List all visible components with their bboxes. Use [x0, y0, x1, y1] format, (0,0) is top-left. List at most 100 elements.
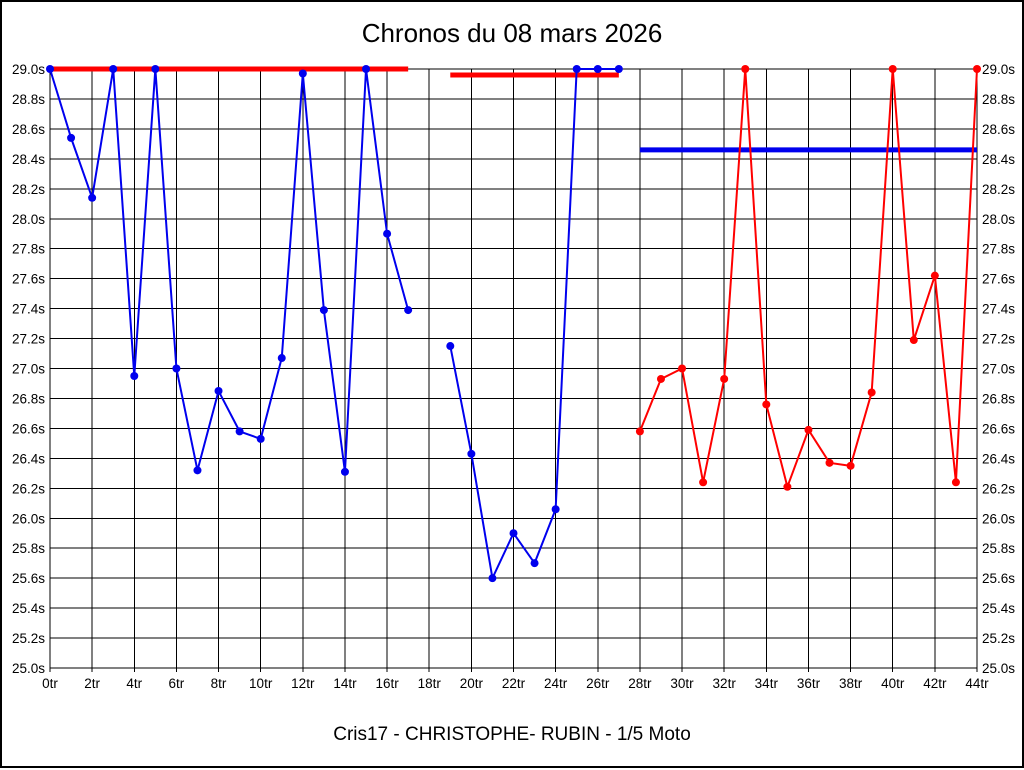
- stint-blue-data-point: [298, 69, 307, 78]
- stint-red-data-point: [888, 65, 897, 73]
- stint-blue-data-point: [614, 65, 623, 73]
- y-tick-label-right: 27.2s: [982, 332, 1015, 347]
- x-tick-label: 6tr: [169, 676, 185, 691]
- stint-red-data-point: [930, 271, 939, 280]
- stint-red-data-point: [973, 65, 981, 73]
- y-tick-label-right: 29.0s: [982, 62, 1015, 77]
- y-tick-label-right: 25.6s: [982, 571, 1015, 586]
- y-tick-label-right: 28.0s: [982, 212, 1015, 227]
- x-tick-label: 34tr: [755, 676, 779, 691]
- stint-red-data-point: [951, 478, 960, 487]
- stint-blue-data-point: [383, 229, 392, 238]
- x-tick-label: 42tr: [923, 676, 947, 691]
- stint-blue-data-point: [46, 65, 54, 73]
- stint-blue-data-point: [256, 434, 265, 443]
- stint-red-data-point: [762, 400, 771, 409]
- stint-blue-data-point: [509, 529, 518, 538]
- x-tick-label: 30tr: [670, 676, 694, 691]
- x-tick-label: 26tr: [586, 676, 610, 691]
- y-tick-label-left: 26.8s: [12, 391, 45, 406]
- stint-blue-data-point: [340, 467, 349, 476]
- y-tick-label-right: 26.8s: [982, 391, 1015, 406]
- y-tick-label-right: 25.2s: [982, 631, 1015, 646]
- stint-blue-data-point: [488, 574, 497, 583]
- stint-blue-data-point: [235, 427, 244, 436]
- y-tick-label-left: 25.6s: [12, 571, 45, 586]
- y-tick-label-left: 27.0s: [12, 362, 45, 377]
- stint-blue-data-point: [467, 449, 476, 458]
- stint-blue-data-point: [446, 342, 455, 351]
- y-tick-label-left: 27.6s: [12, 272, 45, 287]
- y-tick-label-left: 27.2s: [12, 332, 45, 347]
- y-tick-label-right: 26.2s: [982, 481, 1015, 496]
- stint-red-data-point: [783, 482, 792, 491]
- y-tick-label-left: 25.0s: [12, 661, 45, 676]
- x-tick-label: 0tr: [42, 676, 58, 691]
- chart-subtitle: Cris17 - CHRISTOPHE- RUBIN - 1/5 Moto: [333, 724, 691, 745]
- y-tick-label-right: 25.0s: [982, 661, 1015, 676]
- x-tick-label: 16tr: [375, 676, 399, 691]
- y-tick-label-left: 26.2s: [12, 481, 45, 496]
- x-tick-label: 36tr: [797, 676, 821, 691]
- y-tick-label-left: 26.0s: [12, 511, 45, 526]
- y-tick-label-left: 26.4s: [12, 451, 45, 466]
- y-tick-label-right: 26.6s: [982, 421, 1015, 436]
- x-tick-label: 22tr: [502, 676, 526, 691]
- x-tick-label: 4tr: [126, 676, 142, 691]
- y-tick-label-left: 28.0s: [12, 212, 45, 227]
- stint-blue-data-point: [319, 306, 328, 315]
- stint-blue-data-point: [593, 65, 602, 73]
- stint-blue-data-point: [109, 65, 118, 73]
- y-tick-label-left: 27.4s: [12, 302, 45, 317]
- stint-red-data-point: [867, 388, 876, 397]
- stint-blue-data-point: [67, 133, 76, 142]
- chart-title: Chronos du 08 mars 2026: [361, 18, 663, 48]
- x-tick-label: 32tr: [713, 676, 737, 691]
- stint-red-data-point: [804, 425, 813, 434]
- stint-red-data-point: [825, 458, 834, 467]
- x-tick-label: 12tr: [291, 676, 315, 691]
- y-tick-label-right: 25.8s: [982, 541, 1015, 556]
- stint-red-data-point: [635, 427, 644, 436]
- stint-red-data-point: [909, 336, 918, 345]
- x-tick-label: 38tr: [839, 676, 863, 691]
- stint-blue-line: [49, 68, 410, 472]
- y-tick-label-left: 28.6s: [12, 122, 45, 137]
- y-tick-label-right: 27.0s: [982, 362, 1015, 377]
- stint-red-data-point: [720, 374, 729, 383]
- y-tick-label-left: 25.4s: [12, 601, 45, 616]
- stint-blue-data-point: [214, 386, 223, 395]
- stint-red-data-point: [846, 461, 855, 470]
- stint-blue-data-point: [572, 65, 581, 73]
- stint-blue-data-point: [193, 466, 202, 475]
- x-tick-label: 8tr: [211, 676, 227, 691]
- stint-blue-data-point: [88, 193, 97, 202]
- y-tick-label-left: 25.8s: [12, 541, 45, 556]
- stint-blue-data-point: [277, 354, 286, 363]
- y-tick-label-right: 27.8s: [982, 242, 1015, 257]
- x-tick-label: 2tr: [84, 676, 100, 691]
- stint-blue-data-point: [362, 65, 371, 73]
- y-tick-label-left: 25.2s: [12, 631, 45, 646]
- y-tick-label-left: 28.2s: [12, 182, 45, 197]
- stint-blue-data-point: [404, 306, 413, 315]
- stint-blue-line: [449, 68, 619, 582]
- y-tick-label-right: 25.4s: [982, 601, 1015, 616]
- x-tick-label: 28tr: [628, 676, 652, 691]
- y-tick-label-left: 29.0s: [12, 62, 45, 77]
- x-tick-label: 18tr: [418, 676, 442, 691]
- x-tick-label: 24tr: [544, 676, 568, 691]
- stint-red-data-point: [678, 364, 687, 373]
- y-tick-label-right: 26.4s: [982, 451, 1015, 466]
- y-tick-label-right: 27.4s: [982, 302, 1015, 317]
- y-tick-label-right: 26.0s: [982, 511, 1015, 526]
- x-tick-label: 10tr: [249, 676, 273, 691]
- y-tick-label-left: 27.8s: [12, 242, 45, 257]
- y-tick-label-right: 28.4s: [982, 152, 1015, 167]
- y-tick-label-left: 28.4s: [12, 152, 45, 167]
- stint-red-data-point: [741, 65, 750, 73]
- stint-blue-data-point: [151, 65, 160, 73]
- stint-red-data-point: [656, 374, 665, 383]
